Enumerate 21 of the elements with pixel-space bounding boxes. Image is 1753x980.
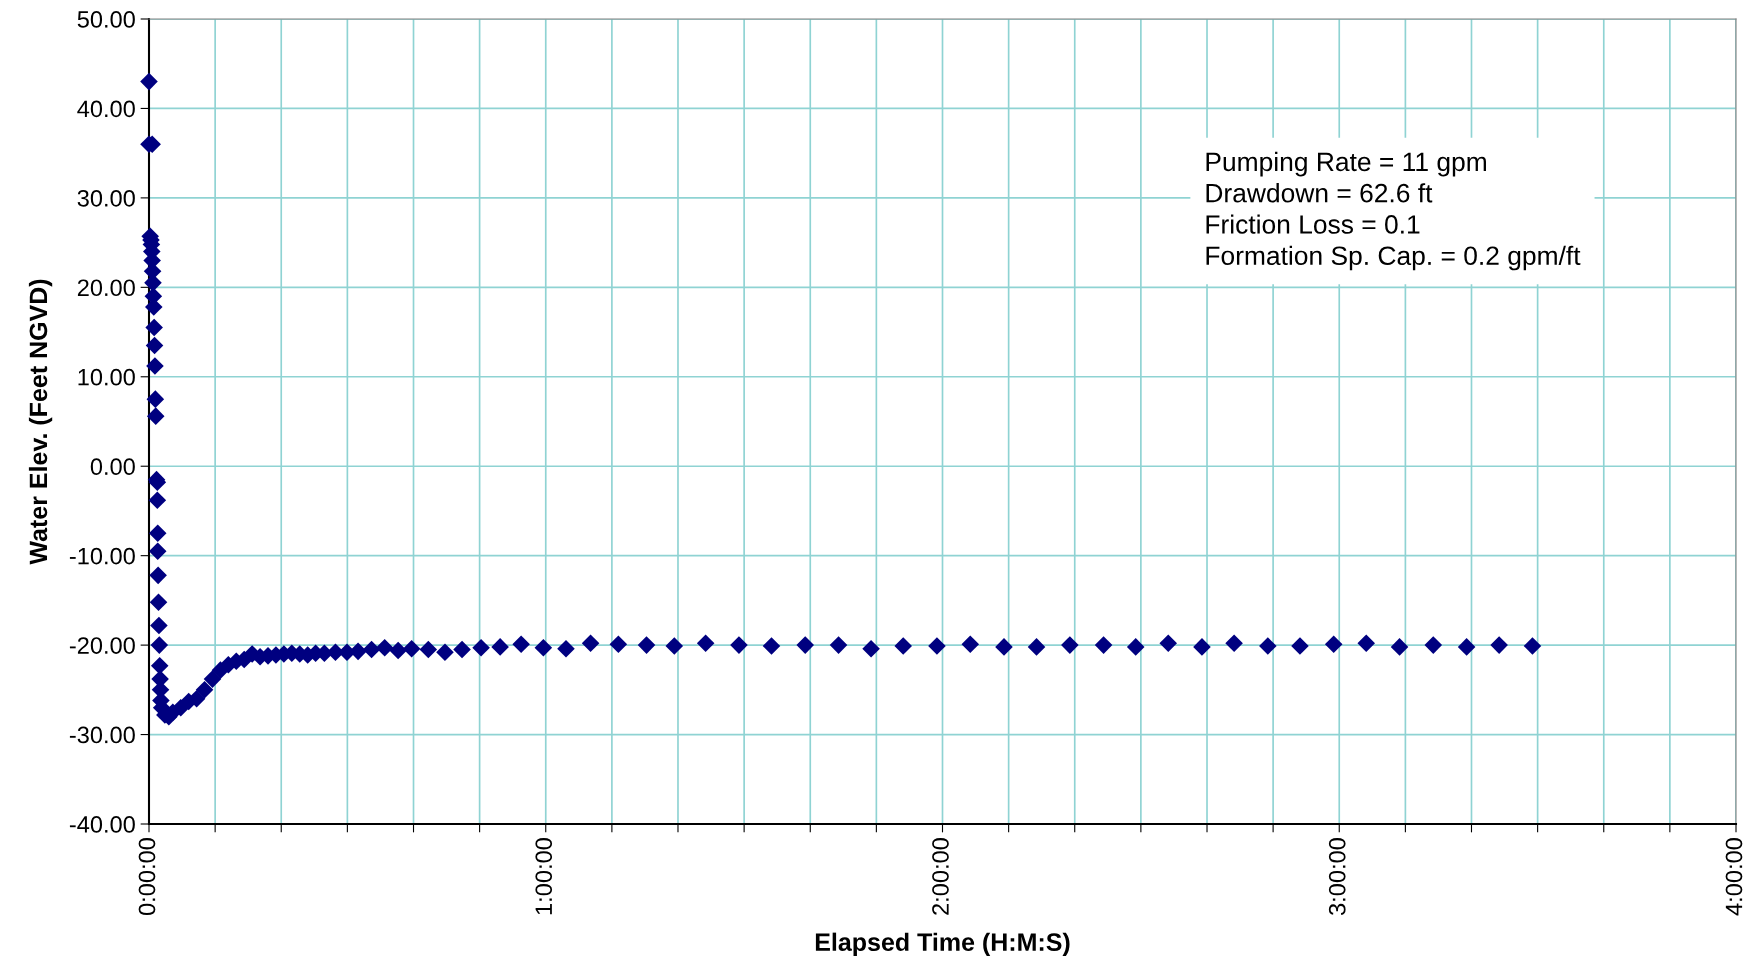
y-tick-label: -30.00 (69, 726, 135, 744)
x-axis-title: Elapsed Time (H:M:S) (815, 932, 1070, 956)
y-tick-label: 40.00 (77, 100, 135, 118)
y-axis-title: Water Elev. (Feet NGVD) (28, 279, 53, 565)
y-tick-label: -20.00 (69, 637, 135, 654)
y-tick-label: -40.00 (69, 816, 135, 833)
y-tick-label: 30.00 (77, 189, 135, 207)
x-tick-label: 1:00:00 (535, 838, 553, 915)
y-tick-label: 20.00 (77, 279, 135, 297)
y-tick-label: 10.00 (78, 368, 135, 386)
x-tick-label: 0:00:00 (138, 838, 156, 916)
y-tick-label: 0.00 (90, 458, 135, 476)
annotation: Pumping Rate = 11 gpm (1206, 151, 1486, 177)
x-tick-label: 3:00:00 (1328, 838, 1346, 916)
annotation: Formation Sp. Cap. = 0.2 gpm/ft (1206, 245, 1581, 271)
y-tick-label: -10.00 (69, 547, 135, 565)
annotation: Friction Loss = 0.1 (1206, 214, 1420, 234)
annotation: Drawdown = 62.6 ft (1206, 183, 1433, 203)
x-tick-label: 2:00:00 (932, 838, 949, 915)
y-tick-label: 50.00 (77, 11, 135, 28)
x-tick-label: 4:00:00 (1725, 838, 1743, 916)
